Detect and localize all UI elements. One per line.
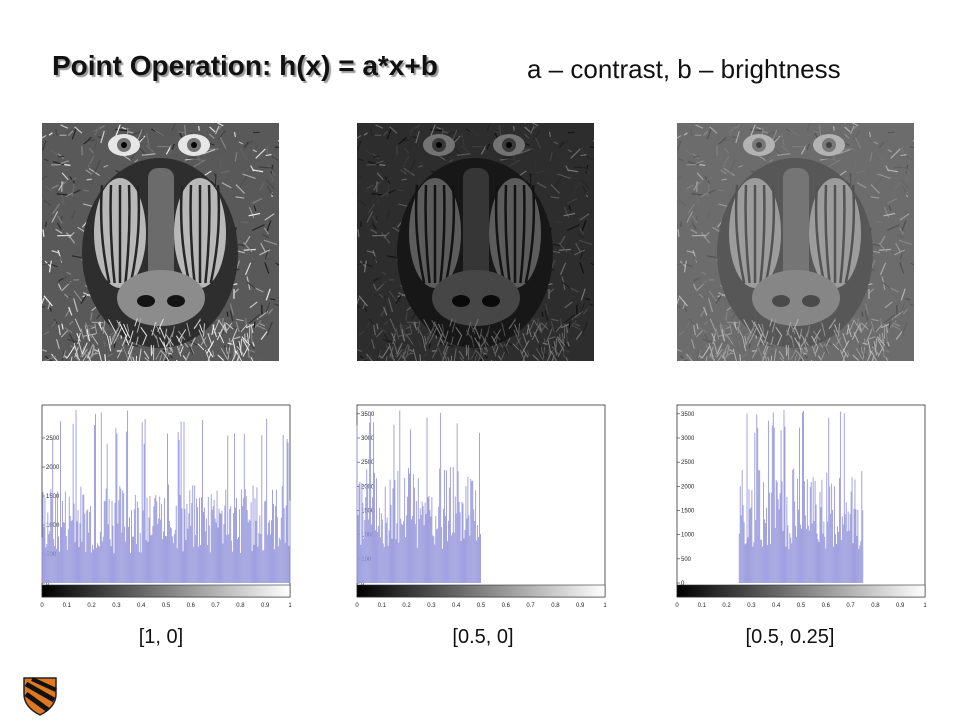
- y-tick-label: 3500: [681, 412, 695, 418]
- x-tick-label: 0.8: [551, 603, 560, 609]
- baboon-face-svg: [357, 123, 594, 361]
- x-tick-label: 0.7: [211, 603, 220, 609]
- baboon-face-svg: [677, 123, 914, 361]
- axes-box: [677, 405, 925, 597]
- x-tick-label: 0: [355, 603, 359, 609]
- baboon-image-low-contrast-brighter: [677, 123, 914, 361]
- x-tick-label: 0.8: [236, 603, 245, 609]
- x-tick-label: 0.2: [402, 603, 411, 609]
- x-tick-label: 0.1: [378, 603, 387, 609]
- x-tick-label: 0.1: [63, 603, 72, 609]
- histogram-original: 0500100015002000250000.10.20.30.40.50.60…: [36, 405, 294, 627]
- slide-subtitle: a – contrast, b – brightness: [527, 54, 841, 85]
- baboon-image-low-contrast: [357, 123, 594, 361]
- x-tick-label: 1: [923, 603, 927, 609]
- university-shield-logo: [22, 676, 58, 716]
- x-tick-label: 0.4: [452, 603, 461, 609]
- x-tick-label: 0.6: [502, 603, 511, 609]
- x-tick-label: 1: [603, 603, 607, 609]
- x-tick-label: 0.4: [137, 603, 146, 609]
- x-tick-label: 0.9: [261, 603, 270, 609]
- y-tick-label: 3000: [681, 436, 695, 442]
- x-tick-label: 0: [40, 603, 44, 609]
- x-tick-label: 0.5: [162, 603, 171, 609]
- histogram-svg: 050010001500200025003000350000.10.20.30.…: [351, 405, 609, 627]
- baboon-face-svg: [42, 123, 279, 361]
- baboon-image-original: [42, 123, 279, 361]
- intensity-colorbar: [357, 585, 605, 597]
- y-tick-label: 2500: [681, 460, 695, 466]
- x-tick-label: 0.7: [846, 603, 855, 609]
- x-tick-label: 0.6: [187, 603, 196, 609]
- x-tick-label: 1: [288, 603, 292, 609]
- y-tick-label: 1500: [681, 509, 695, 515]
- x-tick-label: 0.5: [477, 603, 486, 609]
- x-tick-label: 0.6: [822, 603, 831, 609]
- x-tick-label: 0.3: [747, 603, 756, 609]
- y-tick-label: 1000: [681, 533, 695, 539]
- x-tick-label: 0: [675, 603, 679, 609]
- x-tick-label: 0.2: [87, 603, 96, 609]
- caption-low-contrast: [0.5, 0]: [383, 626, 583, 649]
- y-tick-label: 3500: [361, 412, 375, 418]
- x-tick-label: 0.3: [112, 603, 121, 609]
- y-tick-label: 3000: [361, 436, 375, 442]
- x-tick-label: 0.9: [576, 603, 585, 609]
- caption-original: [1, 0]: [61, 626, 261, 649]
- intensity-colorbar: [42, 585, 290, 597]
- x-tick-label: 0.2: [722, 603, 731, 609]
- x-tick-label: 0.9: [896, 603, 905, 609]
- histogram-low-contrast: 050010001500200025003000350000.10.20.30.…: [351, 405, 609, 627]
- y-tick-label: 2000: [681, 484, 695, 490]
- caption-low-contrast-brighter: [0.5, 0.25]: [690, 626, 890, 649]
- x-tick-label: 0.4: [772, 603, 781, 609]
- x-tick-label: 0.7: [526, 603, 535, 609]
- y-tick-label: 500: [681, 557, 692, 563]
- intensity-colorbar: [677, 585, 925, 597]
- x-tick-label: 0.5: [797, 603, 806, 609]
- slide-title: Point Operation: h(x) = a*x+b: [52, 50, 438, 82]
- x-tick-label: 0.8: [871, 603, 880, 609]
- histogram-svg: 0500100015002000250000.10.20.30.40.50.60…: [36, 405, 294, 627]
- x-tick-label: 0.3: [427, 603, 436, 609]
- y-tick-label: 2500: [361, 460, 375, 466]
- x-tick-label: 0.1: [698, 603, 707, 609]
